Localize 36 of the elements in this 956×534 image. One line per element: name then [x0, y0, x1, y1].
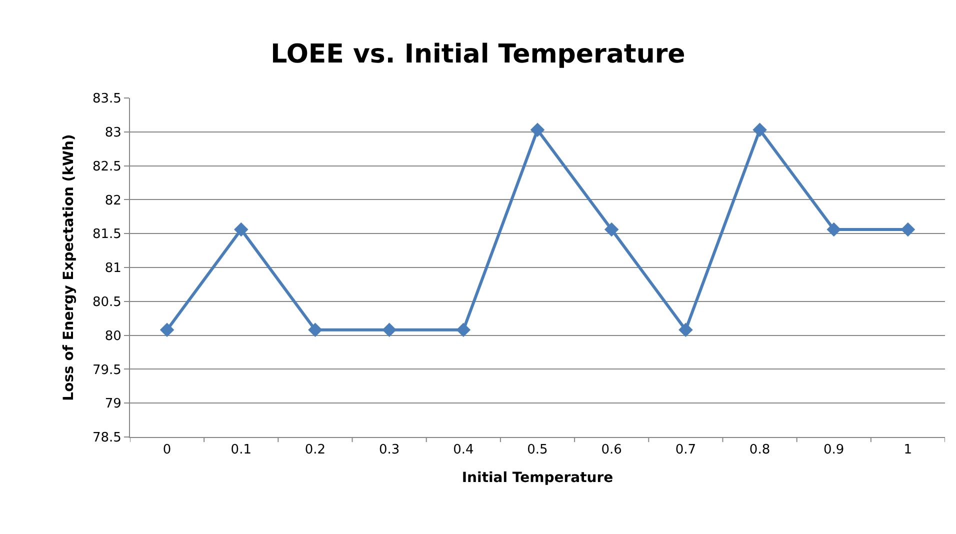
x-tick-label: 0.1	[230, 442, 252, 458]
x-tick-label: 1	[904, 442, 912, 458]
x-tick-label: 0.3	[378, 442, 400, 458]
y-tick-label: 80.5	[92, 294, 122, 310]
y-tick-label: 83.5	[92, 92, 122, 107]
x-tick-label: 0.9	[824, 442, 844, 458]
point	[160, 322, 174, 338]
x-tick-label: 0	[162, 442, 172, 458]
point	[900, 222, 916, 237]
x-tick-label: 0.6	[601, 442, 622, 458]
point	[678, 322, 693, 338]
point	[234, 222, 248, 237]
point	[382, 322, 396, 338]
point	[826, 222, 842, 237]
x-tick-label: 0.4	[453, 442, 474, 458]
point	[530, 122, 545, 138]
x-tick-label: 0.7	[675, 442, 696, 458]
y-axis-title: Loss of Energy Expectation (kWh)	[61, 134, 78, 401]
point	[604, 222, 619, 237]
y-tick-label: 79	[104, 396, 122, 412]
x-axis-title: Initial Temperature	[462, 470, 614, 486]
point	[456, 322, 471, 338]
x-tick-label: 0.8	[749, 442, 770, 458]
y-tick-label: 83	[104, 125, 122, 140]
y-tick-label: 79.5	[92, 362, 122, 378]
point	[752, 122, 767, 138]
chart-title: LOEE vs. Initial Temperature	[270, 40, 686, 70]
x-tick-label: 0.2	[304, 442, 326, 458]
y-tick-label: 81	[104, 261, 122, 276]
y-tick-label: 82	[104, 193, 122, 208]
x-tick-label: 0.5	[527, 442, 548, 458]
y-tick-label: 80	[104, 328, 122, 344]
point	[308, 322, 322, 338]
y-tick-label: 82.5	[92, 159, 122, 174]
y-tick-label: 78.5	[92, 430, 122, 446]
y-tick-label: 81.5	[92, 227, 122, 242]
